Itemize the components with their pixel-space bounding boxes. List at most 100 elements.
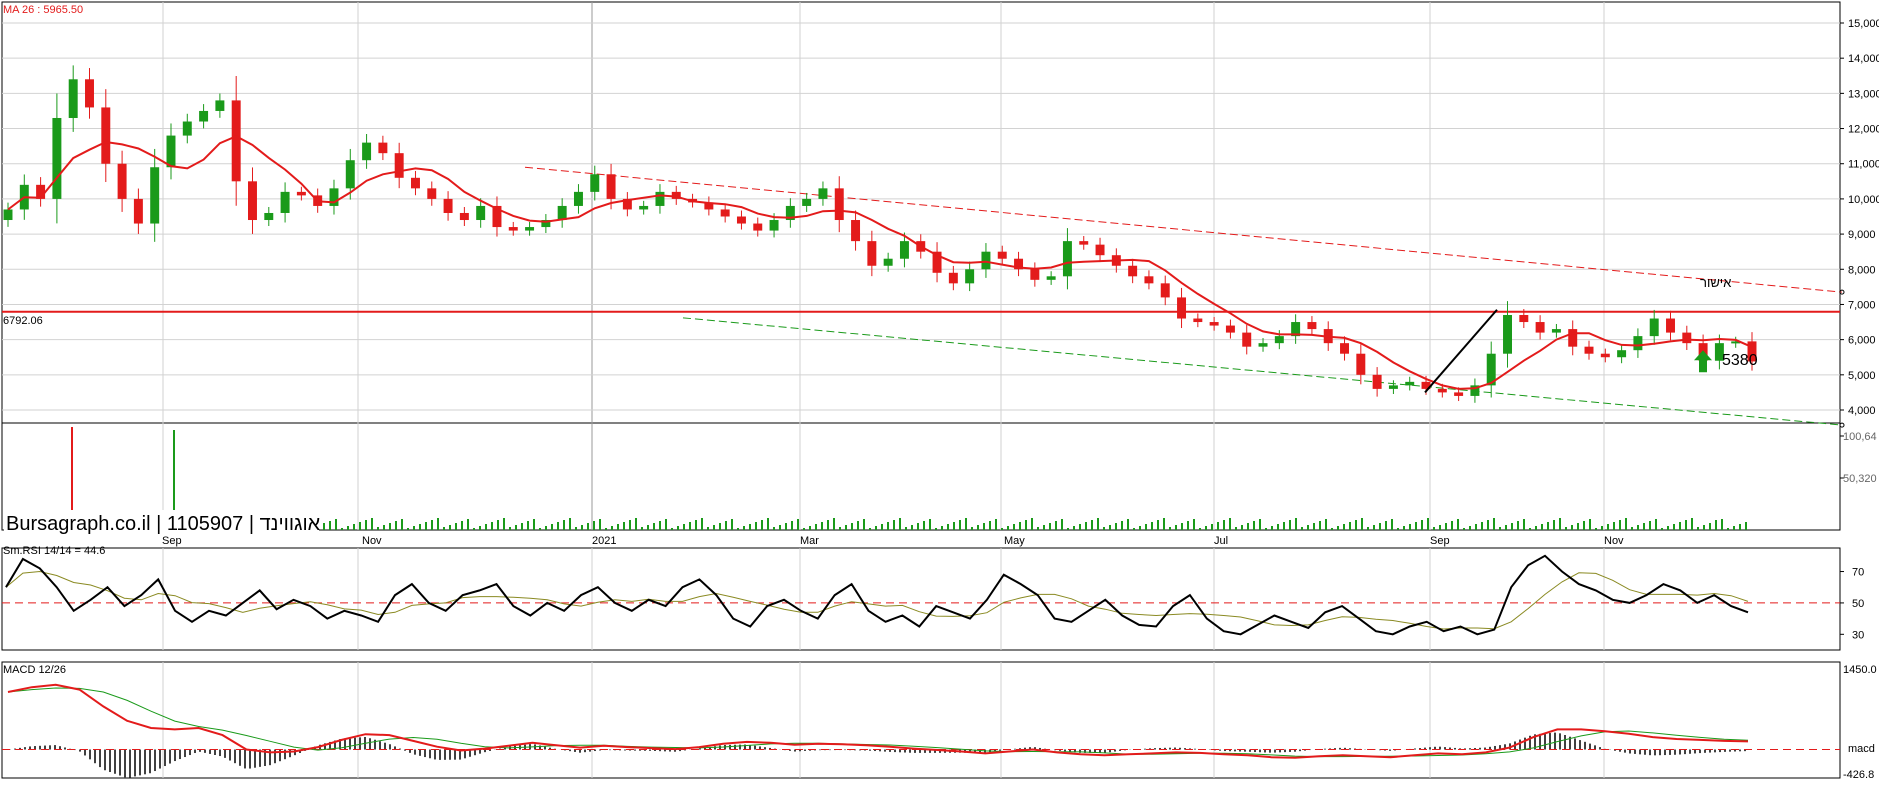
candle-body: [622, 198, 632, 210]
volume-bar: [1151, 522, 1153, 530]
volume-bar: [1385, 521, 1387, 530]
volume-bar: [875, 526, 877, 530]
volume-bar: [1085, 522, 1087, 530]
candle-body: [1291, 322, 1301, 337]
volume-bar: [611, 526, 613, 530]
price-y-tick-label: 12,000: [1848, 124, 1879, 136]
volume-bar: [593, 521, 595, 530]
volume-bar: [857, 521, 859, 530]
volume-bar: [1139, 526, 1141, 530]
volume-bar: [1115, 523, 1117, 530]
panel-frames: [1, 1, 1841, 779]
volume-bar: [917, 523, 919, 530]
volume-bar: [587, 523, 589, 530]
price-y-tick-label: 4,000: [1848, 405, 1876, 417]
volume-bar: [533, 519, 535, 530]
candle-body: [1617, 350, 1627, 358]
candle-body: [834, 188, 844, 221]
candle-body: [1747, 341, 1757, 362]
candle-body: [231, 100, 241, 182]
candle-body: [1079, 241, 1089, 245]
support-label: 6792.06: [3, 315, 43, 327]
volume-bar: [377, 527, 379, 530]
volume-bar: [1553, 520, 1555, 530]
volume-bar: [773, 527, 775, 530]
candle-body: [590, 174, 600, 192]
candle-body: [1633, 336, 1643, 351]
volume-bar: [995, 519, 997, 530]
volume-bar: [1505, 525, 1507, 530]
volume-bar: [1103, 527, 1105, 530]
watermark-background: [4, 510, 319, 532]
candle-body: [1535, 322, 1545, 333]
volume-bar: [1205, 526, 1207, 530]
volume-bar: [911, 525, 913, 530]
volume-bar: [617, 524, 619, 530]
candle-body: [345, 160, 355, 189]
volume-bar: [983, 523, 985, 530]
candle-body: [1258, 343, 1268, 347]
volume-bar: [491, 522, 493, 530]
candle-body: [1144, 276, 1154, 284]
volume-bar: [623, 522, 625, 530]
trend-segment: [1424, 309, 1498, 394]
volume-bar: [1625, 518, 1627, 530]
volume-bar: [953, 522, 955, 530]
volume-bar: [347, 526, 349, 530]
candle-body: [443, 198, 453, 213]
volume-bar: [569, 518, 571, 530]
candle-body: [1030, 269, 1040, 280]
candle-body: [68, 79, 78, 118]
candle-body: [166, 135, 176, 168]
volume-bar: [869, 528, 871, 530]
volume-bar: [557, 522, 559, 530]
candle-body: [1731, 341, 1741, 344]
volume-bar: [1535, 526, 1537, 530]
candle-body: [248, 181, 257, 221]
grid-lines: [2, 2, 1840, 778]
volume-bar: [827, 520, 829, 530]
candle-body: [150, 167, 160, 224]
volume-tick-label-mid: 50,320: [1843, 473, 1877, 485]
volume-bar: [425, 522, 427, 530]
candle-body: [1649, 318, 1659, 337]
volume-bar: [395, 521, 397, 530]
candle-body: [427, 188, 437, 199]
x-tick-label: Sep: [1430, 535, 1450, 547]
candle-body: [215, 100, 225, 111]
candle-body: [1388, 385, 1398, 389]
candle-body: [1062, 241, 1072, 277]
price-y-tick-label: 8,000: [1848, 264, 1876, 276]
volume-bar: [1361, 518, 1363, 530]
volume-bar: [1541, 524, 1543, 530]
lower-channel-line: [682, 317, 1845, 428]
volume-bar: [1013, 524, 1015, 530]
x-tick-label: Nov: [1604, 535, 1624, 547]
upper-channel-end-marker: [1839, 289, 1845, 295]
volume-bar: [1001, 528, 1003, 530]
candle-body: [573, 191, 583, 206]
volume-bar: [371, 518, 373, 530]
volume-bar: [1619, 520, 1621, 530]
volume-bar: [383, 525, 385, 530]
volume-bar: [1241, 525, 1243, 530]
volume-bar: [1487, 520, 1489, 530]
volume-bar: [71, 427, 73, 530]
volume-bar: [359, 522, 361, 530]
watermark: Bursagraph.co.il | 1105907 | אוגווינד: [4, 510, 321, 535]
volume-bar: [509, 527, 511, 530]
volume-bar: [455, 523, 457, 530]
volume-bar: [905, 527, 907, 530]
volume-bar: [1283, 522, 1285, 530]
candle-body: [85, 79, 94, 108]
volume-bar: [863, 519, 865, 530]
volume-bar: [1571, 525, 1573, 530]
volume-bar: [1331, 528, 1333, 530]
volume-bar: [1469, 526, 1471, 530]
volume-bar: [635, 518, 637, 530]
x-axis-labels: Sep Nov 2021 Mar May Jul Sep Nov: [162, 535, 1624, 547]
volume-bar: [1517, 521, 1519, 530]
candle-body: [117, 163, 127, 199]
volume-bar: [1685, 520, 1687, 530]
